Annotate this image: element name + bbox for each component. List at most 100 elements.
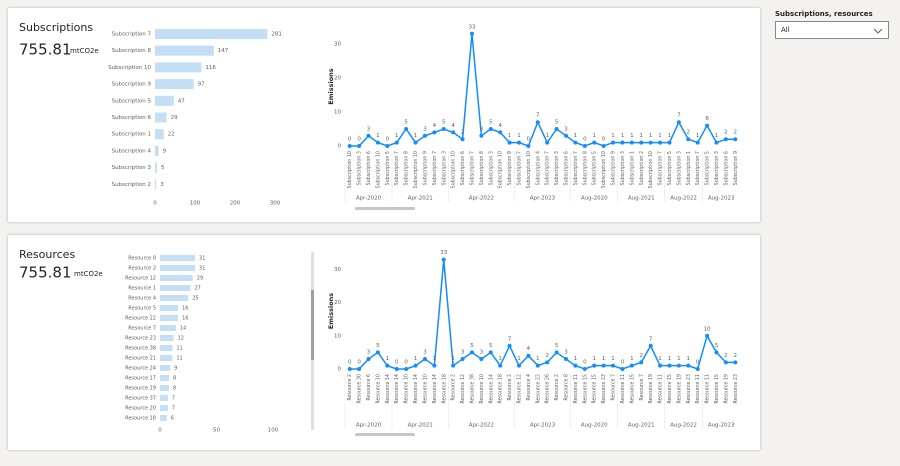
- x-tick-label: Subscription 10: [375, 151, 381, 188]
- bar: [160, 375, 170, 381]
- data-label: 3: [423, 126, 427, 132]
- value-label: 16: [182, 316, 188, 322]
- x-scrollbar[interactable]: [355, 207, 415, 210]
- x-tick-label: Subscription 5: [667, 151, 673, 185]
- point: [545, 140, 550, 145]
- y-tick-label: 20: [334, 76, 341, 82]
- x-scrollbar[interactable]: [355, 433, 415, 436]
- point: [592, 363, 597, 368]
- point: [526, 353, 531, 358]
- point: [733, 137, 738, 142]
- data-label: 1: [715, 133, 719, 139]
- data-label: 5: [470, 343, 474, 349]
- bar-label: Resource 24: [125, 366, 156, 372]
- y-axis-title: Emissions: [327, 293, 335, 330]
- value-label: 22: [168, 132, 175, 138]
- bar: [160, 325, 176, 331]
- point: [385, 144, 390, 148]
- x-tick-label: Resource 11: [658, 374, 664, 404]
- point: [498, 130, 503, 135]
- point: [507, 343, 512, 348]
- x-tick-label: Subscription 7: [545, 151, 551, 185]
- data-label: 0: [357, 137, 361, 143]
- bar: [155, 179, 157, 190]
- group-label: Apr-2023: [530, 196, 556, 202]
- data-label: 3: [480, 126, 484, 132]
- kpi-value: 755.81: [19, 264, 72, 282]
- bar-label: Resource 2: [128, 266, 156, 272]
- point: [441, 257, 446, 262]
- value-label: 7: [172, 396, 175, 402]
- x-tick-label: Resource 10: [422, 374, 428, 404]
- data-label: 4: [433, 123, 437, 129]
- x-tick-label: Resource 18: [441, 374, 447, 404]
- point: [394, 367, 399, 371]
- x-tick-label: Subscription 7: [432, 151, 438, 185]
- bar: [160, 395, 168, 401]
- x-tick-label: Subscription 9: [611, 151, 617, 185]
- x-tick-label: Resource 8: [564, 374, 570, 401]
- data-label: 1: [508, 133, 512, 139]
- data-label: 0: [348, 360, 352, 366]
- value-label: 31: [199, 266, 205, 272]
- bar-label: Subscription 8: [112, 48, 152, 54]
- data-label: 0: [386, 137, 390, 143]
- data-label: 0: [527, 137, 531, 143]
- point: [686, 137, 691, 142]
- point: [545, 360, 550, 365]
- scrollbar-thumb[interactable]: [311, 290, 314, 360]
- x-tick-label: Resource 19: [648, 374, 654, 404]
- data-label: 2: [461, 130, 465, 136]
- data-label: 1: [536, 356, 540, 362]
- value-label: 8: [173, 386, 176, 392]
- slicer-value: All: [781, 26, 790, 34]
- point: [535, 120, 540, 125]
- x-tick-label: Resource 14: [385, 374, 391, 404]
- x-tick-label: Subscription 8: [582, 151, 588, 185]
- x-tick-label: Resource 38: [469, 374, 475, 404]
- card-title: Subscriptions: [19, 21, 93, 34]
- point: [375, 350, 380, 355]
- point: [601, 144, 606, 148]
- data-label: 0: [696, 360, 700, 366]
- x-tick-label: Subscription 6: [723, 151, 729, 185]
- x-tick-label: Resource 18: [498, 374, 504, 404]
- group-label: Aug-2020: [581, 196, 608, 202]
- data-label: 5: [404, 120, 408, 126]
- data-label: 7: [536, 113, 540, 119]
- data-label: 5: [442, 120, 446, 126]
- bar: [160, 355, 173, 361]
- data-label: 1: [386, 356, 390, 362]
- point: [451, 363, 456, 368]
- bar: [160, 315, 179, 321]
- point: [554, 350, 559, 355]
- x-tick-label: Subscription 3: [620, 151, 626, 185]
- data-label: 1: [668, 133, 672, 139]
- bar: [160, 345, 173, 351]
- x-tick-label: Resource 14: [394, 374, 400, 404]
- x-tick-label: Resource 2: [451, 374, 457, 401]
- x-tick-label: Resource 15: [629, 374, 635, 404]
- point: [432, 130, 437, 135]
- point: [488, 127, 493, 131]
- bar-label: Subscription 1: [112, 132, 151, 138]
- bar: [160, 415, 167, 421]
- data-label: 5: [376, 343, 380, 349]
- point: [366, 357, 371, 362]
- x-tick-label: Subscription 3: [554, 151, 560, 185]
- data-label: 3: [461, 350, 465, 356]
- point: [639, 360, 644, 365]
- point: [357, 367, 362, 371]
- data-label: 7: [677, 113, 681, 119]
- data-label: 1: [668, 356, 672, 362]
- x-tick-label: Resource 10: [404, 374, 410, 404]
- slicer-dropdown[interactable]: All: [775, 21, 889, 39]
- x-tick-label: Resource 12: [516, 374, 522, 404]
- value-label: 6: [171, 416, 174, 422]
- data-label: 5: [489, 343, 493, 349]
- x-tick-label: Resource 15: [667, 374, 673, 404]
- data-label: 2: [724, 130, 728, 136]
- point: [658, 140, 663, 145]
- data-label: 0: [348, 137, 352, 143]
